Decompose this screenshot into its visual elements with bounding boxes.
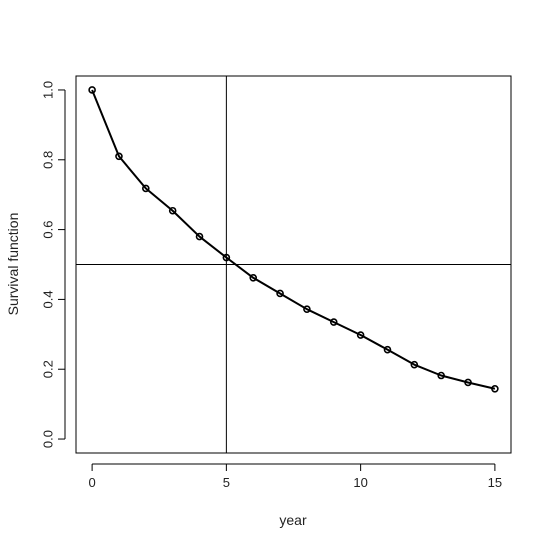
- data-point: [410, 360, 419, 369]
- data-point: [88, 86, 96, 94]
- y-tick-label: 0.6: [41, 221, 56, 239]
- y-tick-label: 0.4: [41, 290, 56, 308]
- data-point: [383, 345, 392, 354]
- y-tick-label: 1.0: [41, 81, 56, 99]
- data-point: [142, 184, 150, 193]
- x-axis-title: year: [279, 512, 307, 528]
- series-layer: [88, 86, 499, 393]
- data-point: [249, 273, 258, 282]
- data-point: [222, 253, 231, 262]
- data-point: [329, 318, 338, 326]
- y-tick-label: 0.8: [41, 151, 56, 169]
- y-tick-label: 0.0: [41, 430, 56, 448]
- data-point: [464, 378, 472, 387]
- x-tick-label: 10: [353, 475, 367, 490]
- x-tick-label: 0: [88, 475, 95, 490]
- survival-curve-line: [91, 89, 496, 390]
- data-point: [437, 371, 445, 380]
- reference-lines: [76, 76, 511, 453]
- y-axis: 0.0 0.2 0.4 0.6 0.8 1.0: [41, 81, 66, 448]
- data-point: [276, 289, 284, 298]
- y-tick-label: 0.2: [41, 360, 56, 378]
- data-point: [491, 384, 499, 393]
- data-point: [195, 232, 204, 241]
- y-axis-title: Survival function: [5, 213, 21, 316]
- data-point: [356, 331, 365, 339]
- x-axis: 0 5 10 15: [88, 463, 502, 490]
- data-point: [168, 206, 177, 215]
- x-tick-label: 15: [488, 475, 502, 490]
- data-point: [303, 305, 311, 313]
- x-tick-label: 5: [223, 475, 230, 490]
- data-point: [115, 152, 123, 161]
